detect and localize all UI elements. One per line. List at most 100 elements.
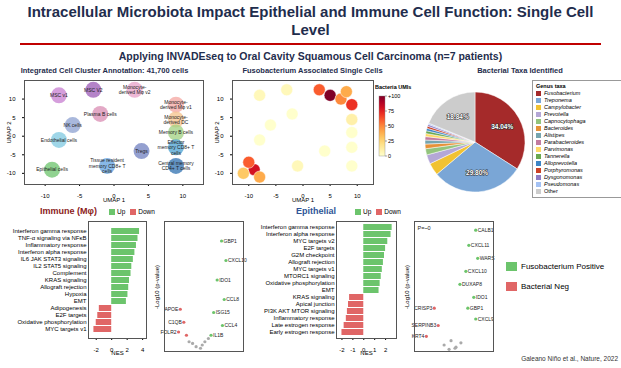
svg-text:Plasma B cells: Plasma B cells bbox=[84, 111, 117, 117]
svg-text:-10: -10 bbox=[7, 170, 16, 176]
svg-text:Interferon gamma response: Interferon gamma response bbox=[13, 228, 87, 234]
svg-text:Tregs: Tregs bbox=[135, 148, 148, 154]
svg-text:-10: -10 bbox=[41, 193, 50, 199]
svg-text:UMAP 1: UMAP 1 bbox=[292, 197, 315, 203]
svg-text:2: 2 bbox=[125, 347, 129, 353]
svg-text:Allograft rejection: Allograft rejection bbox=[288, 259, 334, 265]
svg-text:C1QB: C1QB bbox=[168, 319, 182, 325]
svg-text:IL2 STAT5 signaling: IL2 STAT5 signaling bbox=[33, 263, 86, 269]
svg-text:Interferon gamma response: Interferon gamma response bbox=[261, 224, 335, 230]
svg-text:G2M checkpoint: G2M checkpoint bbox=[291, 252, 335, 258]
svg-text:UMAP 1: UMAP 1 bbox=[103, 197, 126, 203]
svg-text:10: 10 bbox=[180, 193, 187, 199]
svg-text:1: 1 bbox=[373, 347, 377, 353]
svg-text:+100: +100 bbox=[388, 93, 400, 99]
svg-text:Tissue residentmemory CD8+ Tce: Tissue residentmemory CD8+ Tcells bbox=[89, 157, 126, 174]
svg-text:Inflammatory response: Inflammatory response bbox=[273, 315, 335, 321]
svg-text:GBP1: GBP1 bbox=[470, 305, 484, 311]
svg-text:4: 4 bbox=[141, 347, 145, 353]
svg-text:5: 5 bbox=[328, 193, 332, 199]
svg-text:-10: -10 bbox=[215, 170, 224, 176]
svg-text:CXCL10: CXCL10 bbox=[228, 257, 247, 263]
svg-text:29.80%: 29.80% bbox=[466, 169, 488, 176]
svg-text:CALB1: CALB1 bbox=[478, 227, 494, 233]
svg-text:NES: NES bbox=[111, 350, 123, 356]
svg-text:-2: -2 bbox=[339, 347, 345, 353]
svg-text:-5: -5 bbox=[218, 152, 224, 158]
svg-text:34.04%: 34.04% bbox=[491, 123, 513, 130]
svg-text:10: 10 bbox=[9, 96, 16, 102]
svg-text:P=~0: P=~0 bbox=[418, 225, 431, 231]
svg-text:IL1B: IL1B bbox=[213, 332, 224, 338]
svg-text:E2F targets: E2F targets bbox=[55, 312, 86, 318]
svg-text:0: 0 bbox=[388, 153, 391, 159]
svg-text:ISG15: ISG15 bbox=[216, 309, 230, 315]
svg-text:EMT: EMT bbox=[74, 298, 87, 304]
svg-text:Allograft rejection: Allograft rejection bbox=[40, 284, 86, 290]
svg-text:KRAS signaling: KRAS signaling bbox=[45, 277, 87, 283]
svg-text:18.84%: 18.84% bbox=[447, 113, 469, 120]
svg-text:50: 50 bbox=[388, 123, 394, 129]
svg-text:Complement: Complement bbox=[52, 270, 86, 276]
svg-text:SERPINB3: SERPINB3 bbox=[411, 322, 436, 328]
svg-text:Memory B cells: Memory B cells bbox=[159, 129, 194, 135]
svg-text:0: 0 bbox=[220, 133, 224, 139]
svg-text:Hypoxia: Hypoxia bbox=[65, 291, 87, 297]
svg-text:KRT4: KRT4 bbox=[412, 333, 425, 339]
svg-text:Oxidative phosphorylation: Oxidative phosphorylation bbox=[17, 319, 86, 325]
svg-text:Monocyte-derived DC: Monocyte-derived DC bbox=[163, 114, 188, 126]
svg-text:Oxidative phosphorylation: Oxidative phosphorylation bbox=[265, 280, 334, 286]
svg-text:Effectormemory CD8+ Tcells: Effectormemory CD8+ Tcells bbox=[158, 139, 195, 156]
svg-text:2: 2 bbox=[384, 347, 388, 353]
svg-text:WARS: WARS bbox=[480, 255, 495, 261]
svg-text:KRAS signaling: KRAS signaling bbox=[293, 294, 335, 300]
svg-text:Interferon alpha response: Interferon alpha response bbox=[18, 249, 87, 255]
svg-text:GBP1: GBP1 bbox=[224, 238, 238, 244]
svg-text:5: 5 bbox=[147, 193, 151, 199]
svg-text:Bacteria UMIs: Bacteria UMIs bbox=[375, 84, 411, 90]
svg-text:MSC V2: MSC V2 bbox=[84, 87, 103, 93]
svg-text:5: 5 bbox=[220, 115, 224, 121]
svg-text:Monocyte-derived Mφ v2: Monocyte-derived Mφ v2 bbox=[119, 84, 151, 96]
svg-text:-5: -5 bbox=[77, 193, 83, 199]
svg-text:UMAP 2: UMAP 2 bbox=[214, 121, 220, 144]
svg-text:Early estrogen response: Early estrogen response bbox=[269, 329, 335, 335]
svg-text:Inflammatory response: Inflammatory response bbox=[25, 242, 87, 248]
svg-text:MSC v1: MSC v1 bbox=[50, 92, 68, 98]
svg-text:MYC targets v1: MYC targets v1 bbox=[293, 266, 335, 272]
svg-text:NK cells: NK cells bbox=[64, 122, 83, 128]
svg-text:10: 10 bbox=[217, 96, 224, 102]
svg-text:MTORC1 signaling: MTORC1 signaling bbox=[284, 273, 335, 279]
svg-text:CXCL11: CXCL11 bbox=[471, 242, 490, 248]
svg-text:-1: -1 bbox=[350, 347, 356, 353]
svg-text:EMT: EMT bbox=[322, 287, 335, 293]
svg-text:CXCL9: CXCL9 bbox=[478, 316, 494, 322]
svg-text:CCL8: CCL8 bbox=[226, 296, 239, 302]
svg-text:-2: -2 bbox=[94, 347, 100, 353]
svg-text:NES: NES bbox=[360, 350, 372, 356]
svg-text:Interferon alpha response: Interferon alpha response bbox=[266, 231, 335, 237]
svg-text:-5: -5 bbox=[10, 152, 16, 158]
svg-text:Central memoryCD4+ T cells: Central memoryCD4+ T cells bbox=[158, 160, 194, 172]
svg-text:MYC targets v1: MYC targets v1 bbox=[45, 326, 87, 332]
svg-text:5: 5 bbox=[12, 115, 16, 121]
svg-text:TNF-α signaling via NFκB: TNF-α signaling via NFκB bbox=[18, 235, 86, 241]
svg-text:Late estrogen response: Late estrogen response bbox=[271, 322, 335, 328]
svg-text:IL6 JAK STAT3 signaling: IL6 JAK STAT3 signaling bbox=[21, 256, 87, 262]
svg-text:10: 10 bbox=[354, 193, 361, 199]
svg-text:CXCL10: CXCL10 bbox=[468, 268, 487, 274]
svg-text:Adipogenesis: Adipogenesis bbox=[50, 305, 86, 311]
svg-text:Monocyte-derived Mφ v1: Monocyte-derived Mφ v1 bbox=[160, 99, 192, 111]
svg-text:IDO1: IDO1 bbox=[476, 294, 488, 300]
svg-text:Epithelial cells: Epithelial cells bbox=[36, 166, 68, 172]
svg-text:CCL4: CCL4 bbox=[224, 322, 237, 328]
svg-text:Endothelial cells: Endothelial cells bbox=[41, 137, 78, 143]
svg-text:-5: -5 bbox=[273, 193, 279, 199]
svg-text:IDO1: IDO1 bbox=[219, 277, 231, 283]
svg-text:FOLR2: FOLR2 bbox=[160, 329, 176, 335]
svg-text:PI3K AKT MTOR signaling: PI3K AKT MTOR signaling bbox=[264, 308, 334, 314]
svg-text:DUXAP8: DUXAP8 bbox=[462, 281, 482, 287]
svg-text:MYC targets v2: MYC targets v2 bbox=[293, 238, 335, 244]
svg-text:CRISP3: CRISP3 bbox=[414, 305, 432, 311]
svg-text:E2F targets: E2F targets bbox=[303, 245, 334, 251]
